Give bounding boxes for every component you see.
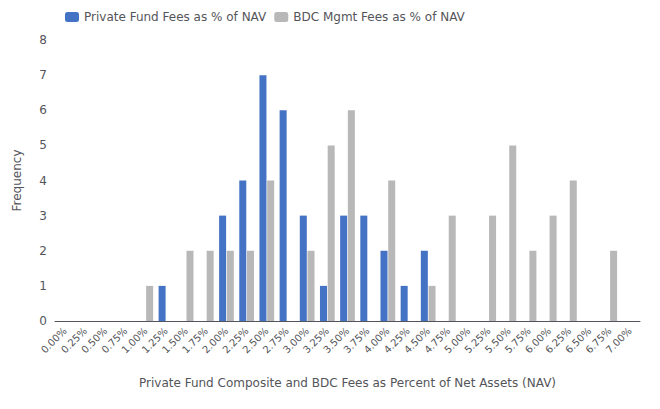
svg-text:1.25%: 1.25%: [139, 325, 170, 356]
svg-text:5.75%: 5.75%: [502, 325, 533, 356]
svg-text:4.25%: 4.25%: [381, 325, 412, 356]
svg-text:2.50%: 2.50%: [240, 325, 271, 356]
svg-text:5.00%: 5.00%: [442, 325, 473, 356]
svg-text:4.00%: 4.00%: [361, 325, 392, 356]
svg-text:0.25%: 0.25%: [58, 325, 90, 356]
svg-text:1.00%: 1.00%: [119, 325, 150, 356]
svg-text:Private Fund Fees as % of NAV: Private Fund Fees as % of NAV: [84, 10, 267, 24]
svg-text:7.00%: 7.00%: [604, 325, 634, 355]
svg-text:8: 8: [39, 33, 47, 47]
svg-text:6.25%: 6.25%: [543, 325, 574, 356]
svg-text:6.75%: 6.75%: [583, 325, 614, 356]
svg-text:0: 0: [39, 314, 47, 328]
svg-text:6.00%: 6.00%: [522, 325, 554, 356]
svg-text:3: 3: [39, 209, 47, 223]
svg-text:2.75%: 2.75%: [260, 325, 291, 356]
svg-text:BDC Mgmt Fees as % of NAV: BDC Mgmt Fees as % of NAV: [293, 10, 465, 24]
svg-text:3.50%: 3.50%: [321, 325, 352, 356]
svg-text:4.75%: 4.75%: [422, 325, 453, 356]
svg-text:7: 7: [39, 68, 47, 82]
svg-text:6: 6: [39, 103, 47, 117]
svg-text:2.00%: 2.00%: [200, 325, 231, 356]
svg-text:5: 5: [39, 138, 47, 152]
svg-text:2: 2: [39, 244, 47, 258]
svg-text:Frequency: Frequency: [10, 150, 24, 212]
svg-text:1.75%: 1.75%: [180, 325, 211, 356]
svg-text:Private Fund Composite and BDC: Private Fund Composite and BDC Fees as P…: [139, 376, 556, 390]
svg-text:5.50%: 5.50%: [482, 325, 513, 356]
svg-text:1: 1: [39, 279, 47, 293]
svg-text:3.00%: 3.00%: [280, 325, 311, 356]
svg-text:5.25%: 5.25%: [462, 325, 493, 356]
svg-text:3.75%: 3.75%: [341, 325, 372, 356]
svg-text:0.75%: 0.75%: [99, 325, 130, 356]
svg-text:0.00%: 0.00%: [38, 325, 69, 356]
svg-text:3.25%: 3.25%: [301, 325, 332, 356]
svg-text:6.50%: 6.50%: [563, 325, 594, 356]
svg-text:1.50%: 1.50%: [159, 325, 190, 356]
svg-text:0.50%: 0.50%: [79, 325, 110, 356]
svg-text:4: 4: [39, 174, 47, 188]
svg-text:2.25%: 2.25%: [220, 325, 251, 356]
svg-text:4.50%: 4.50%: [401, 325, 433, 356]
